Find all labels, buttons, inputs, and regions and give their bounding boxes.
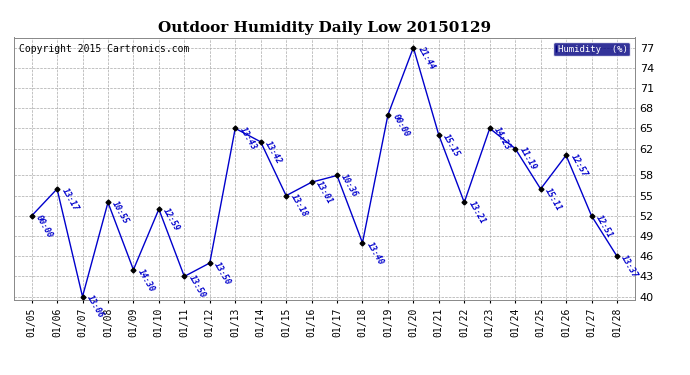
Legend: Humidity  (%): Humidity (%): [553, 42, 630, 56]
Text: 00:00: 00:00: [391, 112, 411, 138]
Text: 13:17: 13:17: [59, 186, 80, 212]
Text: 00:00: 00:00: [34, 213, 55, 239]
Text: 13:43: 13:43: [238, 126, 258, 152]
Text: 13:21: 13:21: [467, 200, 487, 226]
Text: 13:18: 13:18: [288, 193, 309, 219]
Title: Outdoor Humidity Daily Low 20150129: Outdoor Humidity Daily Low 20150129: [158, 21, 491, 35]
Text: 10:36: 10:36: [339, 173, 360, 199]
Text: 13:06: 13:06: [85, 294, 106, 320]
Text: 12:51: 12:51: [594, 213, 614, 239]
Text: 13:50: 13:50: [213, 260, 233, 286]
Text: 11:19: 11:19: [518, 146, 538, 172]
Text: 15:11: 15:11: [543, 186, 564, 212]
Text: 13:42: 13:42: [263, 139, 284, 165]
Text: Copyright 2015 Cartronics.com: Copyright 2015 Cartronics.com: [19, 44, 189, 54]
Text: 15:15: 15:15: [442, 132, 462, 159]
Text: 21:44: 21:44: [416, 45, 436, 71]
Text: 14:23: 14:23: [492, 126, 513, 152]
Text: 13:01: 13:01: [314, 180, 335, 206]
Text: 13:50: 13:50: [187, 274, 207, 300]
Text: 14:30: 14:30: [136, 267, 156, 293]
Text: 10:55: 10:55: [110, 200, 131, 226]
Text: 13:40: 13:40: [365, 240, 385, 266]
Text: 12:57: 12:57: [569, 153, 589, 179]
Text: 12:59: 12:59: [161, 207, 181, 232]
Text: 13:37: 13:37: [620, 254, 640, 280]
